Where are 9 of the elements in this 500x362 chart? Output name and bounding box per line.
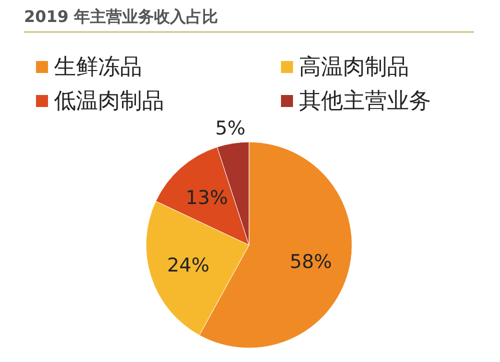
legend-label: 其他主营业务 xyxy=(299,89,431,114)
data-label: 13% xyxy=(186,187,228,210)
legend-label: 低温肉制品 xyxy=(54,89,164,114)
legend-label: 高温肉制品 xyxy=(299,55,409,80)
data-label: 24% xyxy=(167,254,210,277)
data-label: 58% xyxy=(290,250,332,273)
data-label: 5% xyxy=(215,117,246,140)
legend-label: 生鲜冻品 xyxy=(54,55,142,80)
chart-title: 2019 年主营业务收入占比 xyxy=(24,7,218,26)
